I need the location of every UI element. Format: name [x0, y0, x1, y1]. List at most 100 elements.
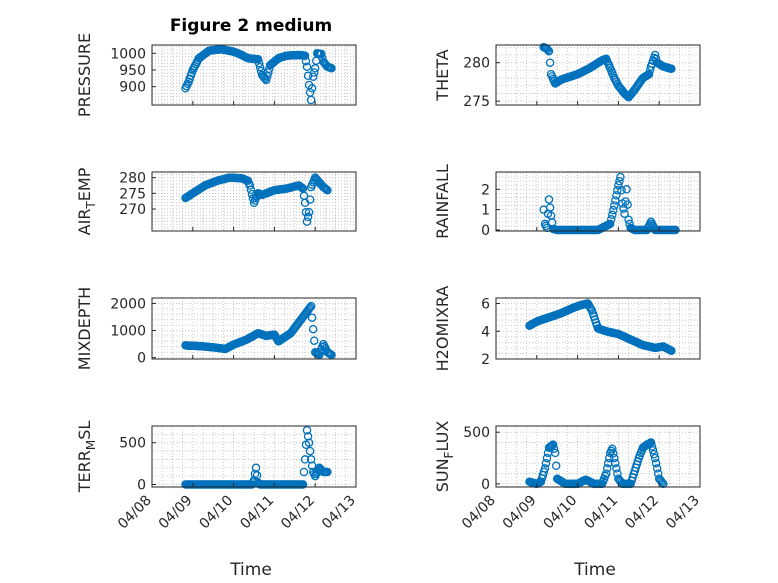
data-point — [646, 438, 656, 447]
data-point — [620, 209, 629, 218]
y-axis-label: MIXDEPTH — [75, 287, 94, 370]
data-point — [648, 446, 658, 455]
data-point — [246, 185, 256, 195]
data-point — [254, 59, 264, 68]
data-point — [542, 453, 552, 463]
x-tick-label: 04/12 — [278, 493, 318, 533]
y-tick-label: 0 — [481, 477, 490, 493]
axes-frame — [151, 44, 357, 106]
data-point — [250, 469, 260, 479]
y-tick-label: 270 — [119, 202, 146, 218]
data-point — [297, 183, 307, 193]
data-point — [624, 215, 633, 225]
data-point — [302, 217, 312, 226]
data-point — [301, 56, 311, 66]
data-point — [306, 95, 316, 105]
data-point — [540, 464, 550, 473]
y-tick-label: 500 — [463, 425, 490, 441]
data-point — [301, 207, 311, 217]
data-point — [550, 448, 560, 458]
x-tick-label: 04/08 — [459, 493, 499, 533]
y-axis-label: AIRTEMP — [75, 167, 98, 235]
data-point — [652, 464, 662, 473]
y-axis-label: PRESSURE — [75, 33, 94, 117]
data-point — [263, 72, 272, 81]
data-point — [644, 69, 654, 79]
data-point — [299, 467, 309, 477]
x-tick-label: 04/13 — [663, 493, 703, 533]
data-point — [609, 449, 618, 458]
data-point — [612, 191, 621, 200]
data-point — [545, 203, 555, 212]
y-tick-label: 900 — [119, 80, 146, 96]
data-point — [302, 62, 312, 71]
x-tick-label: 04/12 — [622, 493, 662, 533]
data-point — [617, 186, 626, 195]
data-point — [306, 455, 316, 464]
data-point — [650, 453, 660, 463]
axes-frame — [495, 171, 701, 232]
data-point — [651, 458, 661, 468]
y-axis-label: SUNFLUX — [433, 421, 456, 493]
data-point — [647, 442, 657, 451]
axes-frame — [151, 171, 357, 232]
y-tick-label: 280 — [463, 56, 490, 72]
data-point — [322, 185, 331, 194]
y-tick-label: 275 — [463, 94, 490, 110]
data-point — [303, 432, 313, 441]
data-point — [300, 455, 310, 464]
data-point — [323, 467, 332, 477]
subplot-terr-msl: 0 500 04/08 04/09 04/10 04/11 04/12 04/13 TERRMS… — [75, 421, 359, 533]
data-point — [309, 336, 319, 345]
x-tick-label: 04/10 — [197, 493, 237, 533]
axes-frame — [495, 44, 701, 106]
data-point — [300, 51, 310, 60]
data-point — [607, 215, 616, 224]
data-point — [667, 346, 676, 355]
data-point — [541, 458, 551, 468]
data-point — [323, 185, 332, 195]
data-point — [544, 46, 554, 56]
y-tick-label: 280 — [119, 171, 146, 187]
data-point — [549, 444, 559, 453]
data-point — [253, 55, 263, 64]
data-point — [667, 64, 676, 74]
data-point — [602, 464, 612, 473]
y-tick-label: 4 — [481, 324, 490, 340]
data-point — [304, 207, 314, 217]
data-point — [327, 64, 336, 73]
data-point — [245, 181, 255, 190]
data-point — [615, 176, 624, 186]
data-point — [613, 186, 622, 195]
y-tick-label: 2 — [481, 352, 490, 368]
data-point — [310, 64, 320, 73]
data-point — [608, 210, 617, 219]
y-tick-label: 950 — [119, 63, 146, 79]
y-tick-label: 500 — [119, 436, 146, 452]
y-tick-label: 1000 — [110, 46, 146, 62]
x-tick-label: 04/11 — [237, 493, 277, 533]
x-tick-label: 04/09 — [156, 493, 196, 533]
data-point — [543, 45, 553, 55]
data-point — [671, 225, 680, 235]
data-point — [317, 49, 326, 59]
subplot-rainfall: 0 1 2 RAINFALL — [433, 164, 701, 239]
data-point — [610, 201, 619, 210]
data-point — [650, 50, 660, 60]
data-point — [264, 68, 273, 77]
y-tick-label: 6 — [481, 297, 490, 313]
data-point — [608, 444, 617, 453]
y-axis-label: RAINFALL — [433, 164, 452, 239]
data-point — [656, 477, 666, 486]
data-point — [548, 440, 558, 449]
data-point — [303, 212, 313, 222]
x-tick-label: 04/13 — [319, 493, 359, 533]
y-tick-label: 2 — [481, 182, 490, 198]
y-tick-label: 2000 — [110, 296, 146, 312]
data-point — [551, 461, 561, 471]
x-tick-label: 04/09 — [500, 493, 540, 533]
y-tick-label: 1000 — [110, 324, 146, 340]
